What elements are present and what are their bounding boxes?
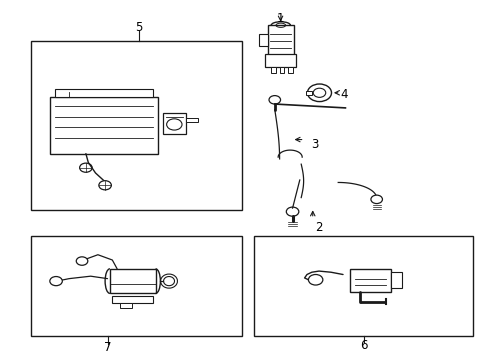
Circle shape <box>76 257 88 265</box>
Bar <box>50 97 158 154</box>
Text: 4: 4 <box>340 89 347 102</box>
Circle shape <box>313 88 325 97</box>
Bar <box>55 89 153 97</box>
Circle shape <box>370 195 382 203</box>
Circle shape <box>307 84 331 102</box>
Bar <box>119 302 131 308</box>
Circle shape <box>286 207 298 216</box>
Text: 5: 5 <box>135 21 142 33</box>
Circle shape <box>80 163 92 172</box>
Circle shape <box>99 181 111 190</box>
Bar <box>110 269 155 293</box>
Text: 1: 1 <box>276 12 284 25</box>
Bar <box>271 67 276 73</box>
Circle shape <box>50 276 62 286</box>
Circle shape <box>308 274 322 285</box>
Bar <box>279 67 284 73</box>
Bar <box>258 34 267 46</box>
Bar <box>254 236 472 337</box>
Text: 6: 6 <box>359 339 366 352</box>
Bar <box>31 41 242 210</box>
Text: 2: 2 <box>315 221 322 234</box>
Bar <box>31 236 242 337</box>
Text: 3: 3 <box>310 138 318 151</box>
Bar <box>287 67 292 73</box>
Bar <box>305 91 311 95</box>
Bar <box>349 269 390 292</box>
Circle shape <box>268 96 280 104</box>
Bar <box>264 54 296 67</box>
Text: 7: 7 <box>103 341 111 354</box>
Bar <box>390 272 401 288</box>
Bar <box>112 296 153 303</box>
Circle shape <box>166 119 182 130</box>
Bar <box>185 118 198 122</box>
Bar <box>163 113 185 134</box>
Bar <box>267 25 293 55</box>
